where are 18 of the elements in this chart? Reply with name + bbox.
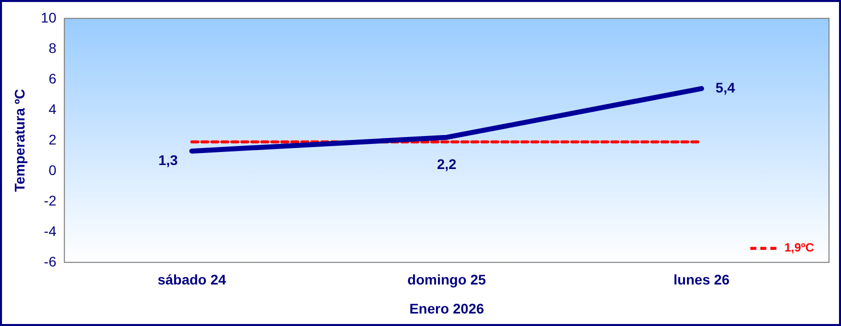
y-tick-label: -2 bbox=[44, 192, 57, 208]
x-tick-label: sábado 24 bbox=[158, 272, 226, 288]
y-tick-label: 0 bbox=[48, 162, 57, 178]
x-tick-label: domingo 25 bbox=[407, 272, 486, 288]
legend-label: 1,9ºC bbox=[784, 240, 814, 255]
y-tick-label: -4 bbox=[44, 222, 57, 239]
y-tick-label: 2 bbox=[48, 131, 57, 148]
data-label: 5,4 bbox=[716, 79, 736, 96]
y-tick-label: 4 bbox=[48, 100, 57, 117]
data-label: 1,3 bbox=[158, 152, 178, 168]
y-tick-label: 10 bbox=[40, 9, 57, 26]
x-tick-label: lunes 26 bbox=[674, 272, 730, 288]
x-axis-title: Enero 2026 bbox=[409, 300, 484, 316]
data-label: 2,2 bbox=[436, 156, 457, 172]
y-tick-label: 8 bbox=[48, 40, 57, 56]
y-tick-label: 6 bbox=[48, 70, 57, 86]
y-axis-title: Temperatura ºC bbox=[11, 88, 28, 192]
y-tick-label: -6 bbox=[44, 253, 57, 270]
